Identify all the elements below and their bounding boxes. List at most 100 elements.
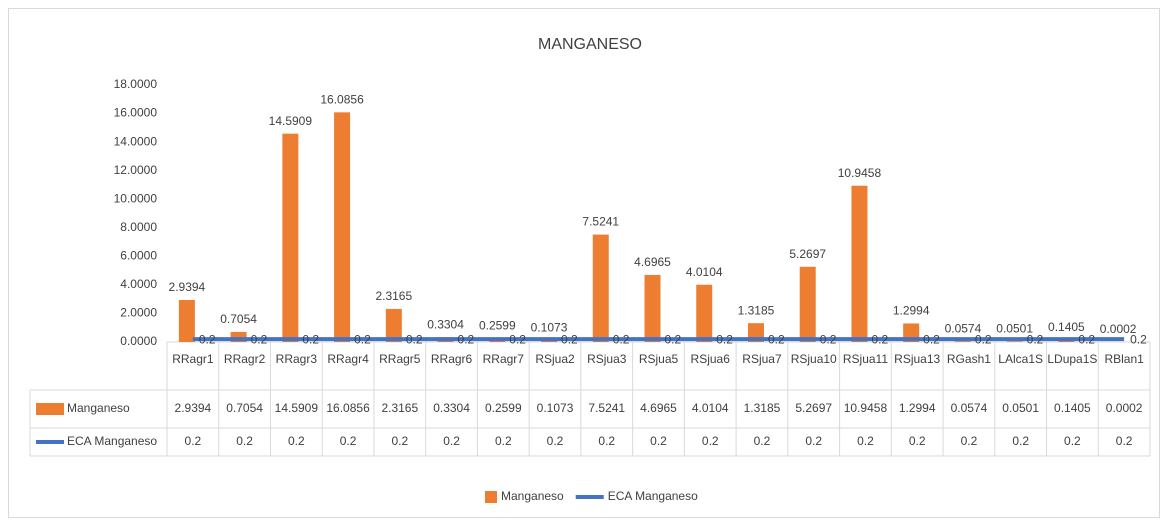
table-cell: 0.3304 xyxy=(433,401,470,415)
table-row-label: ECA Manganeso xyxy=(67,434,157,448)
bar xyxy=(696,285,712,342)
data-label: 0.2 xyxy=(354,332,371,346)
table-cell: 0.2 xyxy=(443,434,460,448)
table-cell: 0.7054 xyxy=(226,401,263,415)
x-tick-label: RSjua6 xyxy=(691,352,731,366)
bar xyxy=(334,112,350,342)
table-cell: 0.2 xyxy=(650,434,667,448)
data-label: 0.2 xyxy=(302,332,319,346)
data-label: 10.9458 xyxy=(838,166,882,180)
y-tick-label: 4.0000 xyxy=(120,277,157,291)
bar xyxy=(593,235,609,342)
table-cell: 7.5241 xyxy=(588,401,625,415)
data-label: 0.2 xyxy=(613,332,630,346)
data-label: 0.2 xyxy=(768,332,785,346)
table-cell: 0.2 xyxy=(391,434,408,448)
bar xyxy=(800,267,816,342)
x-tick-label: LAlca1S xyxy=(998,352,1043,366)
table-cell: 4.0104 xyxy=(692,401,729,415)
data-label: 0.2 xyxy=(716,332,733,346)
data-label: 0.7054 xyxy=(220,312,257,326)
chart-title: MANGANESO xyxy=(538,36,642,53)
data-label: 1.3185 xyxy=(738,303,775,317)
data-label: 0.2 xyxy=(665,332,682,346)
bar xyxy=(851,186,867,342)
bar xyxy=(179,300,195,342)
x-tick-label: RSjua10 xyxy=(791,352,837,366)
data-label: 0.2 xyxy=(251,332,268,346)
table-cell: 14.5909 xyxy=(275,401,319,415)
table-cell: 0.2 xyxy=(805,434,822,448)
data-label: 0.2 xyxy=(975,332,992,346)
data-label: 2.3165 xyxy=(375,289,412,303)
x-tick-label: LDupa1S xyxy=(1047,352,1097,366)
table-cell: 0.2 xyxy=(598,434,615,448)
data-label: 0.2 xyxy=(561,332,578,346)
data-label: 0.2 xyxy=(923,332,940,346)
data-label: 16.0856 xyxy=(320,93,364,107)
x-tick-label: RSjua7 xyxy=(742,352,782,366)
x-tick-label: RRagr4 xyxy=(327,352,369,366)
y-tick-label: 0.0000 xyxy=(120,334,157,348)
data-label: 0.2 xyxy=(199,332,216,346)
x-tick-label: RSjua2 xyxy=(535,352,575,366)
data-label: 4.6965 xyxy=(634,255,671,269)
y-tick-label: 18.0000 xyxy=(114,77,158,91)
table-cell: 0.2 xyxy=(288,434,305,448)
table-cell: 0.2599 xyxy=(485,401,522,415)
legend-key xyxy=(485,491,497,503)
legend-label: ECA Manganeso xyxy=(608,489,698,503)
table-cell: 0.2 xyxy=(547,434,564,448)
x-tick-label: RRagr3 xyxy=(276,352,318,366)
table-cell: 0.2 xyxy=(961,434,978,448)
table-cell: 1.2994 xyxy=(899,401,936,415)
data-label: 1.2994 xyxy=(893,304,930,318)
table-cell: 0.2 xyxy=(702,434,719,448)
x-tick-label: RRagr7 xyxy=(483,352,525,366)
table-cell: 0.2 xyxy=(340,434,357,448)
table-cell: 2.9394 xyxy=(175,401,212,415)
data-label: 5.2697 xyxy=(789,247,826,261)
data-label: 0.2599 xyxy=(479,318,516,332)
table-cell: 0.2 xyxy=(1012,434,1029,448)
table-cell: 0.0574 xyxy=(951,401,988,415)
data-label: 7.5241 xyxy=(582,215,619,229)
x-tick-label: RRagr2 xyxy=(224,352,266,366)
data-label: 0.2 xyxy=(406,332,423,346)
table-row-label: Manganeso xyxy=(67,401,130,415)
table-cell: 4.6965 xyxy=(640,401,677,415)
table-cell: 0.2 xyxy=(754,434,771,448)
chart-border xyxy=(9,9,1160,518)
data-label: 0.2 xyxy=(820,332,837,346)
table-cell: 0.2 xyxy=(495,434,512,448)
y-tick-label: 8.0000 xyxy=(120,220,157,234)
x-tick-label: RSjua11 xyxy=(843,352,888,366)
table-cell: 0.2 xyxy=(1116,434,1133,448)
table-cell: 0.2 xyxy=(857,434,874,448)
data-label: 0.3304 xyxy=(427,317,464,331)
x-tick-label: RBlan1 xyxy=(1104,352,1144,366)
table-cell: 5.2697 xyxy=(795,401,832,415)
table-cell: 1.3185 xyxy=(744,401,781,415)
x-tick-label: RSjua13 xyxy=(894,352,940,366)
x-tick-label: RGash1 xyxy=(947,352,991,366)
bar xyxy=(386,309,402,342)
data-label: 4.0104 xyxy=(686,265,723,279)
bar xyxy=(955,341,971,342)
table-cell: 0.1073 xyxy=(537,401,574,415)
table-cell: 10.9458 xyxy=(844,401,888,415)
table-key xyxy=(36,403,64,415)
table-cell: 16.0856 xyxy=(326,401,370,415)
table-cell: 2.3165 xyxy=(381,401,418,415)
bar xyxy=(1007,341,1023,342)
x-tick-label: RSjua5 xyxy=(639,352,679,366)
x-tick-label: RRagr6 xyxy=(431,352,473,366)
legend-label: Manganeso xyxy=(501,489,564,503)
y-tick-label: 14.0000 xyxy=(114,134,158,148)
table-cell: 0.2 xyxy=(185,434,202,448)
table-cell: 0.2 xyxy=(909,434,926,448)
data-label: 0.2 xyxy=(1078,332,1095,346)
x-tick-label: RRagr5 xyxy=(379,352,421,366)
x-tick-label: RSjua3 xyxy=(587,352,627,366)
